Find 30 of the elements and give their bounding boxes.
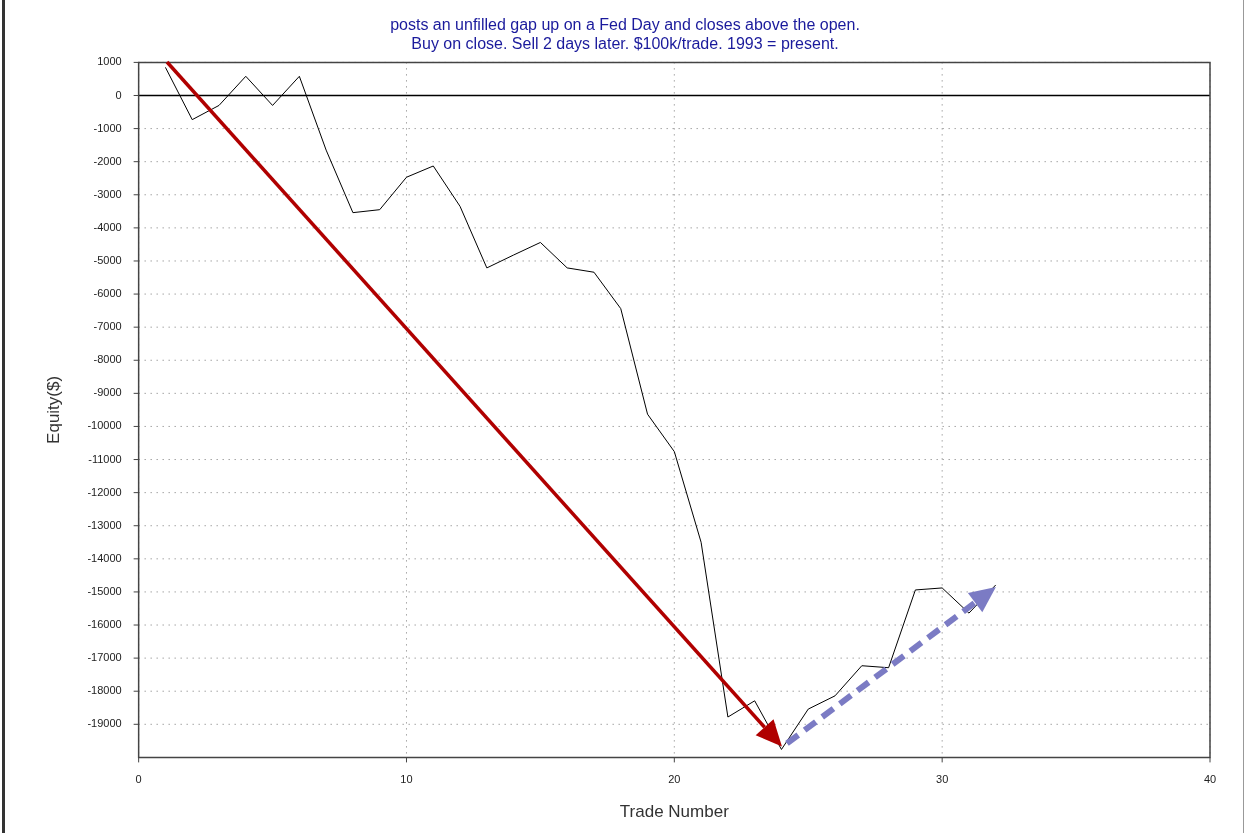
y-tick-label: -9000	[93, 386, 122, 399]
y-tick-label: -11000	[88, 452, 122, 465]
y-tick-label: -2000	[93, 154, 122, 167]
y-tick-label: -12000	[87, 485, 122, 498]
y-tick-label: 0	[115, 88, 122, 101]
y-tick-label: -18000	[87, 684, 122, 697]
x-tick-label: 20	[668, 773, 681, 786]
x-tick-label: 0	[135, 773, 142, 786]
y-tick-label: -16000	[87, 618, 122, 631]
y-tick-label: -1000	[93, 121, 122, 134]
x-tick-label: 30	[936, 773, 949, 786]
x-tick-label: 10	[400, 773, 413, 786]
y-tick-label: -4000	[93, 220, 122, 233]
x-axis-title: Trade Number	[619, 802, 730, 822]
y-tick-label: -3000	[93, 187, 122, 200]
y-tick-label: -14000	[87, 551, 122, 564]
y-tick-label: -5000	[93, 254, 122, 266]
y-tick-label: 1000	[97, 55, 122, 68]
y-tick-label: -7000	[93, 320, 122, 333]
y-tick-label: -6000	[93, 287, 122, 300]
x-tick-label: 40	[1203, 773, 1217, 786]
y-axis-title: Equity($)	[43, 375, 63, 444]
chart-subtitle: Buy on close. Sell 2 days later. $100k/trade. 1993 = present.	[411, 35, 839, 53]
y-tick-label: -19000	[87, 717, 122, 730]
y-tick-label: -10000	[87, 419, 122, 432]
chart-title: posts an unfilled gap up on a Fed Day and closes above the open.	[390, 16, 860, 34]
y-tick-label: -8000	[93, 353, 122, 366]
y-tick-label: -13000	[87, 518, 122, 531]
y-tick-label: -15000	[87, 584, 122, 597]
y-tick-label: -17000	[87, 651, 122, 664]
